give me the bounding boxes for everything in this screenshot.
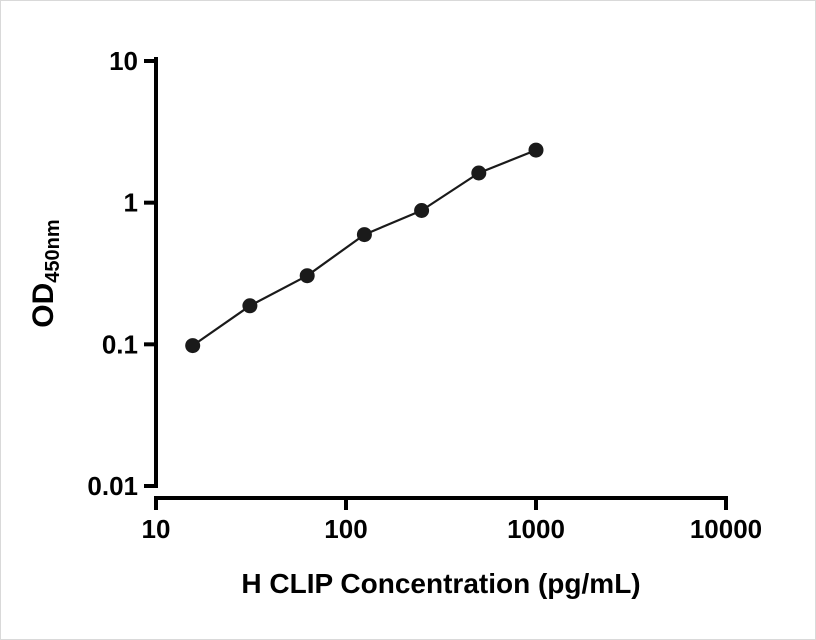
x-tick-label: 10000: [690, 514, 762, 544]
y-tick-label: 1: [124, 188, 138, 218]
y-tick-label: 0.01: [87, 471, 138, 501]
data-point: [242, 298, 258, 314]
y-axis-title: OD450nm: [27, 219, 64, 327]
x-axis-title: H CLIP Concentration (pg/mL): [241, 568, 640, 599]
data-point: [356, 227, 372, 243]
data-point: [414, 203, 430, 218]
x-tick-label: 1000: [507, 514, 565, 544]
data-point: [299, 268, 315, 284]
y-tick-label: 0.1: [102, 329, 138, 359]
x-tick-label: 100: [324, 514, 367, 544]
data-point: [185, 338, 201, 354]
x-tick-label: 10: [142, 514, 171, 544]
data-point: [471, 165, 487, 181]
y-tick-label: 10: [109, 46, 138, 76]
data-point: [528, 142, 544, 158]
standard-curve-line: [192, 149, 537, 347]
